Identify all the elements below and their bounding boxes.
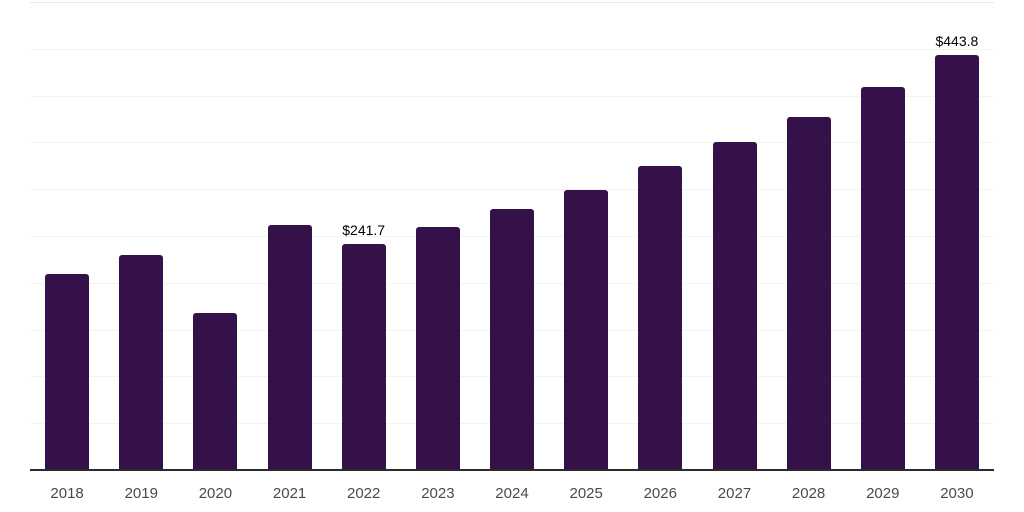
gridline [30, 49, 994, 50]
x-tick-label-2029: 2029 [866, 485, 900, 502]
bar-2026 [638, 166, 683, 470]
bar-2020 [193, 313, 238, 470]
value-label-2022: $241.7 [342, 221, 386, 238]
gridline-top [30, 2, 994, 3]
x-tick-label-2021: 2021 [272, 485, 307, 502]
bar-2025 [564, 189, 609, 470]
x-tick-label-2022: 2022 [347, 485, 381, 502]
x-tick-label-2020: 2020 [198, 485, 233, 502]
value-label-2030: $443.8 [935, 32, 979, 49]
x-tick-label-2028: 2028 [791, 485, 826, 502]
gridline [30, 96, 994, 97]
gridline [30, 189, 994, 190]
x-tick-label-2019: 2019 [124, 485, 158, 502]
x-tick-label-2018: 2018 [50, 485, 84, 502]
bar-2018 [45, 274, 90, 470]
bar-2028 [786, 116, 831, 470]
bar-2021 [267, 225, 312, 470]
bar-2019 [119, 254, 164, 470]
x-axis-line [30, 469, 994, 471]
bar-2022 [341, 243, 386, 470]
bar-2030 [934, 54, 979, 470]
x-tick-label-2026: 2026 [643, 485, 677, 502]
x-tick-label-2027: 2027 [717, 485, 752, 502]
gridline [30, 142, 994, 143]
x-tick-label-2030: 2030 [940, 485, 974, 502]
x-tick-label-2025: 2025 [569, 485, 603, 502]
x-tick-label-2024: 2024 [495, 485, 529, 502]
bar-2023 [415, 227, 460, 470]
x-tick-label-2023: 2023 [421, 485, 455, 502]
bar-2024 [490, 209, 534, 470]
bar-2029 [860, 86, 905, 470]
bar-2027 [712, 142, 757, 470]
